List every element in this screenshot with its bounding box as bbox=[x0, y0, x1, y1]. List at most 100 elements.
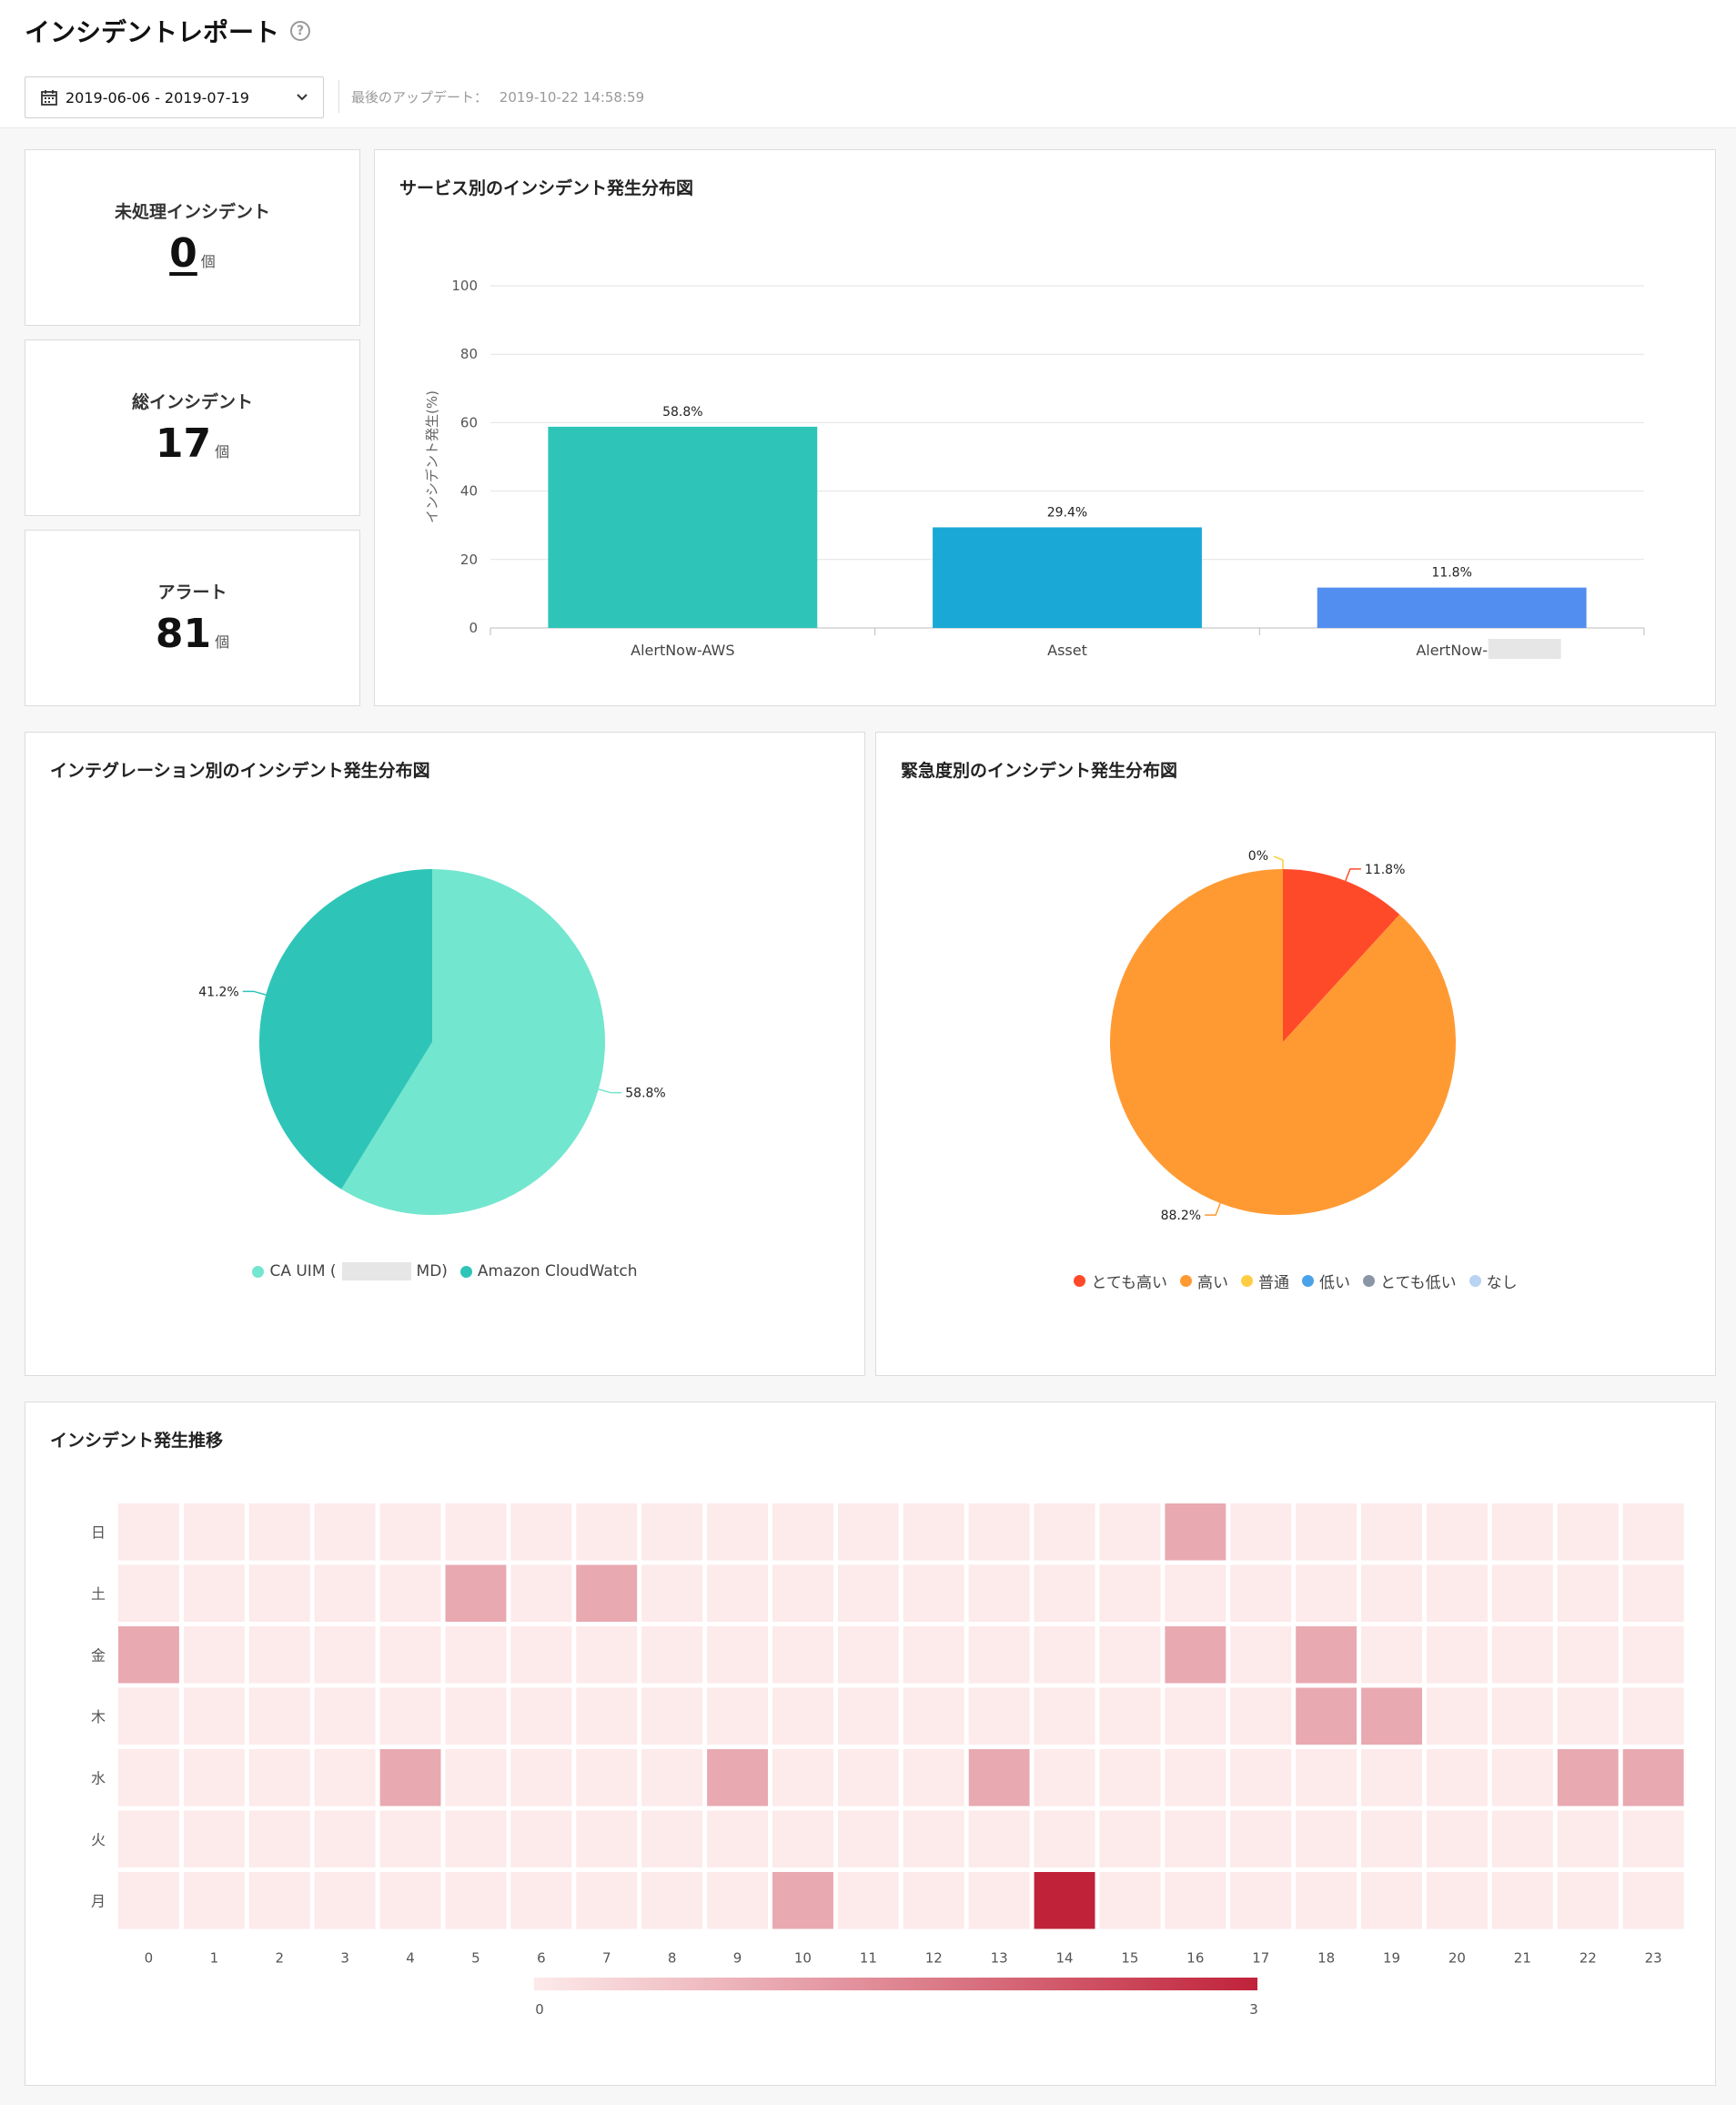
legend-item-severity[interactable]: 普通 bbox=[1241, 1270, 1289, 1292]
heatmap-cell[interactable] bbox=[772, 1687, 833, 1746]
heatmap-cell[interactable] bbox=[1296, 1749, 1358, 1806]
heatmap-cell[interactable] bbox=[1165, 1503, 1226, 1561]
heatmap-cell[interactable] bbox=[903, 1872, 964, 1929]
heatmap-cell[interactable] bbox=[1165, 1749, 1226, 1806]
heatmap-cell[interactable] bbox=[183, 1503, 245, 1561]
heatmap-cell[interactable] bbox=[248, 1626, 310, 1684]
heatmap-cell[interactable] bbox=[1427, 1749, 1488, 1806]
heatmap-cell[interactable] bbox=[1622, 1810, 1684, 1868]
heatmap-cell[interactable] bbox=[772, 1872, 833, 1929]
heatmap-cell[interactable] bbox=[968, 1872, 1030, 1929]
heatmap-cell[interactable] bbox=[1034, 1503, 1095, 1561]
heatmap-cell[interactable] bbox=[1165, 1872, 1226, 1929]
heatmap-cell[interactable] bbox=[1361, 1564, 1422, 1623]
heatmap-cell[interactable] bbox=[1099, 1626, 1161, 1684]
heatmap-cell[interactable] bbox=[1557, 1626, 1619, 1684]
heatmap-cell[interactable] bbox=[445, 1872, 507, 1929]
heatmap-cell[interactable] bbox=[1230, 1564, 1292, 1623]
heatmap-cell[interactable] bbox=[1427, 1626, 1488, 1684]
heatmap-cell[interactable] bbox=[641, 1749, 703, 1806]
heatmap-cell[interactable] bbox=[248, 1564, 310, 1623]
heatmap-cell[interactable] bbox=[1622, 1564, 1684, 1623]
heatmap-cell[interactable] bbox=[1296, 1626, 1358, 1684]
heatmap-cell[interactable] bbox=[1230, 1872, 1292, 1929]
heatmap-cell[interactable] bbox=[379, 1503, 441, 1561]
heatmap-cell[interactable] bbox=[576, 1564, 638, 1623]
heatmap-cell[interactable] bbox=[1230, 1687, 1292, 1746]
heatmap-cell[interactable] bbox=[837, 1503, 899, 1561]
heatmap-cell[interactable] bbox=[576, 1872, 638, 1929]
heatmap-cell[interactable] bbox=[576, 1749, 638, 1806]
heatmap-cell[interactable] bbox=[1491, 1687, 1553, 1746]
heatmap-cell[interactable] bbox=[903, 1503, 964, 1561]
heatmap-cell[interactable] bbox=[1491, 1749, 1553, 1806]
heatmap-cell[interactable] bbox=[1427, 1564, 1488, 1623]
heatmap-cell[interactable] bbox=[248, 1749, 310, 1806]
heatmap-cell[interactable] bbox=[183, 1872, 245, 1929]
legend-item-severity[interactable]: とても低い bbox=[1363, 1270, 1457, 1292]
heatmap-cell[interactable] bbox=[183, 1564, 245, 1623]
heatmap-cell[interactable] bbox=[1427, 1687, 1488, 1746]
heatmap-cell[interactable] bbox=[576, 1503, 638, 1561]
heatmap-cell[interactable] bbox=[445, 1810, 507, 1868]
help-icon[interactable]: ? bbox=[290, 21, 311, 41]
heatmap-cell[interactable] bbox=[903, 1749, 964, 1806]
heatmap-cell[interactable] bbox=[1622, 1749, 1684, 1806]
heatmap-cell[interactable] bbox=[1099, 1749, 1161, 1806]
heatmap-cell[interactable] bbox=[903, 1626, 964, 1684]
heatmap-cell[interactable] bbox=[968, 1503, 1030, 1561]
heatmap-cell[interactable] bbox=[837, 1687, 899, 1746]
heatmap-cell[interactable] bbox=[1099, 1687, 1161, 1746]
heatmap-cell[interactable] bbox=[576, 1810, 638, 1868]
heatmap-cell[interactable] bbox=[772, 1626, 833, 1684]
heatmap-cell[interactable] bbox=[1361, 1503, 1422, 1561]
heatmap-cell[interactable] bbox=[1427, 1503, 1488, 1561]
heatmap-cell[interactable] bbox=[314, 1749, 376, 1806]
heatmap-cell[interactable] bbox=[118, 1749, 179, 1806]
heatmap-cell[interactable] bbox=[707, 1687, 768, 1746]
heatmap-cell[interactable] bbox=[837, 1564, 899, 1623]
heatmap-cell[interactable] bbox=[445, 1564, 507, 1623]
pie-slice[interactable] bbox=[258, 869, 432, 1189]
heatmap-cell[interactable] bbox=[1034, 1687, 1095, 1746]
heatmap-cell[interactable] bbox=[1557, 1749, 1619, 1806]
heatmap-cell[interactable] bbox=[1165, 1564, 1226, 1623]
heatmap-cell[interactable] bbox=[1622, 1687, 1684, 1746]
heatmap-cell[interactable] bbox=[1296, 1687, 1358, 1746]
pie-slice[interactable] bbox=[1110, 869, 1456, 1215]
heatmap-cell[interactable] bbox=[314, 1810, 376, 1868]
heatmap-cell[interactable] bbox=[903, 1564, 964, 1623]
heatmap-cell[interactable] bbox=[1034, 1872, 1095, 1929]
heatmap-cell[interactable] bbox=[379, 1626, 441, 1684]
heatmap-cell[interactable] bbox=[379, 1810, 441, 1868]
heatmap-cell[interactable] bbox=[379, 1687, 441, 1746]
heatmap-cell[interactable] bbox=[1361, 1626, 1422, 1684]
heatmap-cell[interactable] bbox=[1557, 1687, 1619, 1746]
heatmap-cell[interactable] bbox=[510, 1564, 572, 1623]
heatmap-cell[interactable] bbox=[772, 1749, 833, 1806]
legend-item-severity[interactable]: とても高い bbox=[1074, 1270, 1167, 1292]
heatmap-cell[interactable] bbox=[1099, 1872, 1161, 1929]
heatmap-cell[interactable] bbox=[1165, 1626, 1226, 1684]
heatmap-cell[interactable] bbox=[1491, 1503, 1553, 1561]
heatmap-cell[interactable] bbox=[248, 1810, 310, 1868]
legend-item-severity[interactable]: 高い bbox=[1180, 1270, 1228, 1292]
heatmap-cell[interactable] bbox=[1034, 1810, 1095, 1868]
bar[interactable] bbox=[1317, 587, 1587, 628]
heatmap-cell[interactable] bbox=[707, 1626, 768, 1684]
heatmap-cell[interactable] bbox=[183, 1810, 245, 1868]
heatmap-cell[interactable] bbox=[968, 1810, 1030, 1868]
heatmap-cell[interactable] bbox=[314, 1503, 376, 1561]
heatmap-cell[interactable] bbox=[1427, 1810, 1488, 1868]
heatmap-cell[interactable] bbox=[837, 1626, 899, 1684]
heatmap-cell[interactable] bbox=[1034, 1626, 1095, 1684]
heatmap-cell[interactable] bbox=[576, 1687, 638, 1746]
heatmap-cell[interactable] bbox=[1557, 1810, 1619, 1868]
heatmap-cell[interactable] bbox=[641, 1503, 703, 1561]
heatmap-cell[interactable] bbox=[510, 1872, 572, 1929]
heatmap-cell[interactable] bbox=[314, 1626, 376, 1684]
heatmap-cell[interactable] bbox=[510, 1749, 572, 1806]
heatmap-cell[interactable] bbox=[576, 1626, 638, 1684]
heatmap-cell[interactable] bbox=[1296, 1810, 1358, 1868]
heatmap-cell[interactable] bbox=[641, 1564, 703, 1623]
